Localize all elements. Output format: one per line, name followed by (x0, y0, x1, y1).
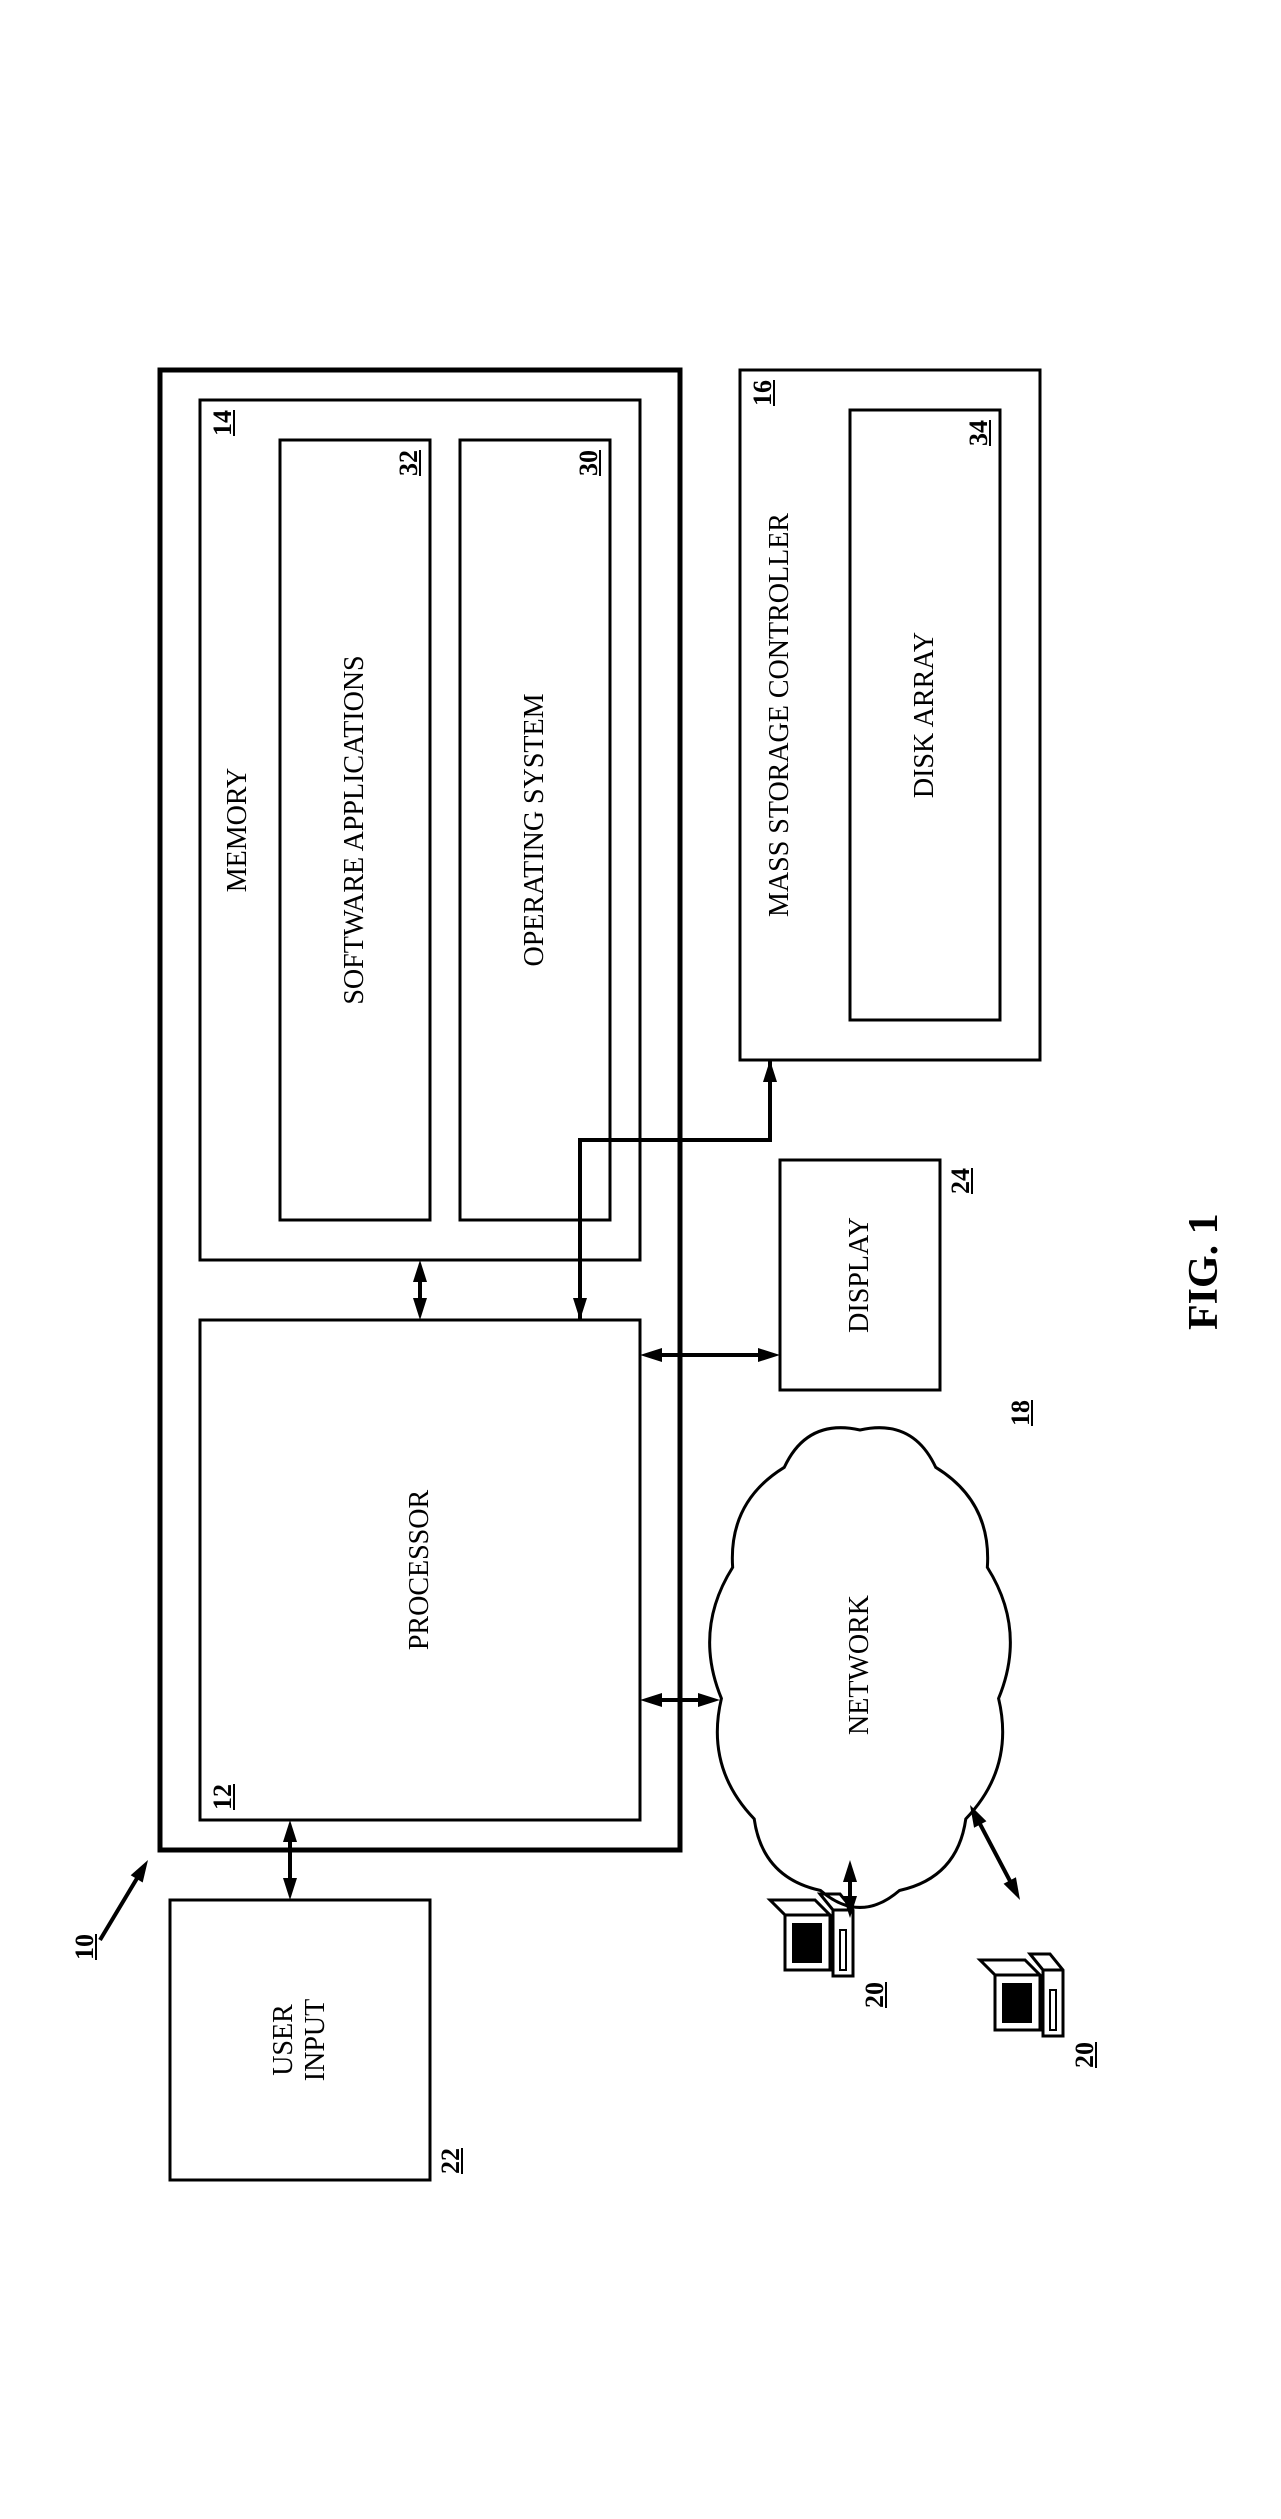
processor-box (200, 1320, 640, 1820)
figure-caption: FIG. 1 (1180, 1213, 1228, 1330)
operating-system-box (460, 440, 610, 1220)
outer-box (160, 370, 680, 1850)
software-apps-box (280, 440, 430, 1220)
rotated-stage-wrapper: PROCESSORMEMORYSOFTWARE APPLICATIONSOPER… (40, 260, 1240, 2260)
user-input-box (170, 1900, 430, 2180)
diagram-stage: PROCESSORMEMORYSOFTWARE APPLICATIONSOPER… (40, 260, 1240, 2260)
diagram-svg (40, 260, 1240, 2260)
memory-box (200, 400, 640, 1260)
display-box (780, 1160, 940, 1390)
arrow-system-pointer (100, 1871, 141, 1940)
terminal-b-icon (980, 1954, 1063, 2036)
page: PROCESSORMEMORYSOFTWARE APPLICATIONSOPER… (0, 0, 1281, 2519)
arrow-terminalB-to-network (976, 1817, 1014, 1889)
terminal-a-icon (770, 1894, 853, 1976)
mass-storage-box (740, 370, 1040, 1060)
disk-array-box (850, 410, 1000, 1020)
network-cloud (710, 1428, 1011, 1908)
